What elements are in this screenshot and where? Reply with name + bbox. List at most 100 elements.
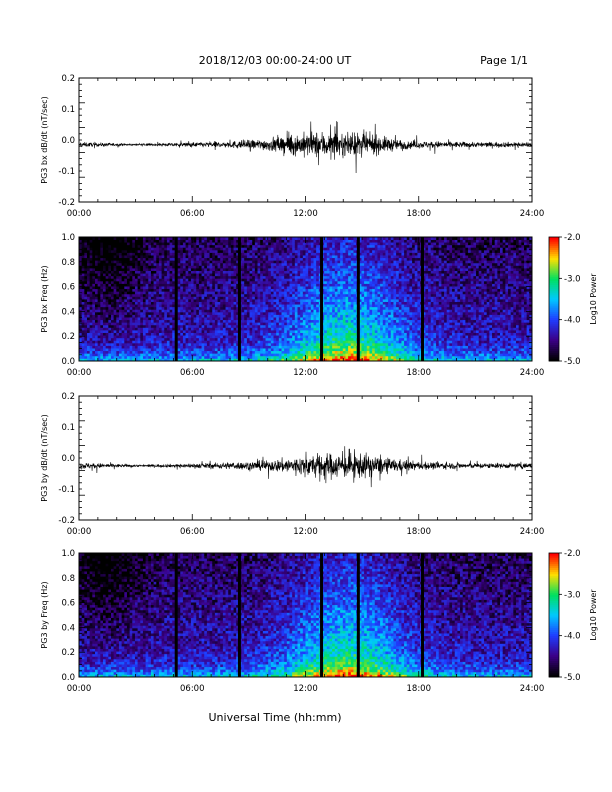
spectrogram-cell xyxy=(137,262,141,266)
spectrogram-cell xyxy=(185,237,189,240)
spectrogram-cell xyxy=(169,257,173,261)
spectrogram-cell xyxy=(324,262,328,266)
spectrogram-cell xyxy=(140,296,144,300)
spectrogram-cell xyxy=(217,324,221,328)
spectrogram-cell xyxy=(246,239,250,243)
spectrogram-cell xyxy=(97,345,101,349)
spectrogram-cell xyxy=(129,299,133,302)
spectrogram-cell xyxy=(84,353,88,357)
spectrogram-cell xyxy=(100,273,104,277)
spectrogram-cell xyxy=(289,280,293,284)
spectrogram-cell xyxy=(249,291,253,295)
spectrogram-cell xyxy=(340,309,344,313)
spectrogram-cell xyxy=(140,288,144,292)
spectrogram-cell xyxy=(92,314,96,318)
spectrogram-cell xyxy=(182,355,186,359)
spectrogram-cell xyxy=(100,257,104,261)
spectrogram-cell xyxy=(81,242,85,246)
spectrogram-cell xyxy=(276,317,280,321)
spectrogram-cell xyxy=(294,247,298,251)
spectrogram-cell xyxy=(172,345,176,349)
spectrogram-cell xyxy=(161,247,165,251)
spectrogram-cell xyxy=(300,262,304,266)
spectrogram-cell xyxy=(324,337,328,341)
spectrogram-cell xyxy=(332,280,336,284)
spectrogram-cell xyxy=(342,332,346,336)
spectrogram-cell xyxy=(270,280,274,284)
spectrogram-cell xyxy=(145,288,149,292)
spectrogram-cell xyxy=(262,342,266,346)
spectrogram-cell xyxy=(281,291,285,295)
spectrogram-cell xyxy=(225,278,229,282)
spectrogram-cell xyxy=(89,265,93,269)
spectrogram-cell xyxy=(204,239,208,243)
spectrogram-cell xyxy=(332,268,336,271)
spectrogram-cell xyxy=(233,353,237,357)
spectrogram-cell xyxy=(252,249,256,253)
spectrogram-cell xyxy=(121,291,125,295)
spectrogram-cell xyxy=(254,342,258,346)
spectrogram-cell xyxy=(105,291,109,295)
spectrogram-cell xyxy=(86,340,91,344)
spectrogram-cell xyxy=(185,330,189,333)
spectrogram-cell xyxy=(217,262,221,266)
spectrogram-cell xyxy=(134,301,139,305)
spectrogram-cell xyxy=(177,275,181,279)
spectrogram-cell xyxy=(212,239,216,243)
spectrogram-cell xyxy=(124,278,128,282)
spectrogram-cell xyxy=(204,244,208,248)
spectrogram-cell xyxy=(222,296,226,300)
spectrogram-cell xyxy=(172,244,176,248)
spectrogram-cell xyxy=(278,291,282,295)
spectrogram-cell xyxy=(193,353,197,357)
spectrogram-cell xyxy=(342,348,346,352)
spectrogram-cell xyxy=(286,239,290,243)
spectrogram-cell xyxy=(121,322,125,326)
spectrogram-cell xyxy=(348,314,352,318)
spectrogram-cell xyxy=(198,280,202,284)
spectrogram-cell xyxy=(273,280,277,284)
spectrogram-cell xyxy=(340,286,344,290)
spectrogram-cell xyxy=(278,275,282,279)
spectrogram-cell xyxy=(206,322,210,326)
spectrogram-cell xyxy=(212,252,216,256)
spectrogram-cell xyxy=(121,286,125,290)
spectrogram-cell xyxy=(196,330,200,333)
spectrogram-cell xyxy=(166,322,170,326)
spectrogram-cell xyxy=(273,314,277,318)
spectrogram-cell xyxy=(209,353,213,357)
spectrogram-cell xyxy=(308,335,312,339)
spectrogram-cell xyxy=(148,296,152,300)
spectrogram-cell xyxy=(212,355,216,359)
spectrogram-cell xyxy=(212,260,216,264)
spectrogram-cell xyxy=(177,273,181,277)
spectrogram-cell xyxy=(113,353,117,357)
spectrogram-cell xyxy=(278,355,282,359)
spectrogram-cell xyxy=(110,342,115,346)
plot-title: 2018/12/03 00:00-24:00 UT xyxy=(199,54,352,67)
spectrogram-cell xyxy=(324,304,328,308)
spectrogram-cell xyxy=(124,314,128,318)
spectrogram-cell xyxy=(308,288,312,292)
spectrogram-cell xyxy=(345,247,349,251)
spectrogram-cell xyxy=(252,337,256,341)
spectrogram-cell xyxy=(294,255,298,259)
spectrogram-cell xyxy=(166,239,170,243)
spectrogram-cell xyxy=(142,288,147,292)
spectrogram-cell xyxy=(209,306,213,310)
spectrogram-cell xyxy=(190,335,194,339)
spectrogram-cell xyxy=(340,353,344,357)
spectrogram-cell xyxy=(212,350,216,354)
spectrogram-cell xyxy=(132,280,136,284)
spectrogram-cell xyxy=(337,335,341,339)
spectrogram-cell xyxy=(172,327,176,331)
spectrogram-cell xyxy=(121,335,125,339)
spectrogram-cell xyxy=(145,291,149,295)
spectrogram-cell xyxy=(102,237,107,240)
spectrogram-cell xyxy=(281,260,285,264)
spectrogram-cell xyxy=(302,342,306,346)
spectrogram-cell xyxy=(97,317,101,321)
spectrogram-cell xyxy=(145,242,149,246)
spectrogram-cell xyxy=(332,319,336,323)
spectrogram-cell xyxy=(164,327,168,331)
